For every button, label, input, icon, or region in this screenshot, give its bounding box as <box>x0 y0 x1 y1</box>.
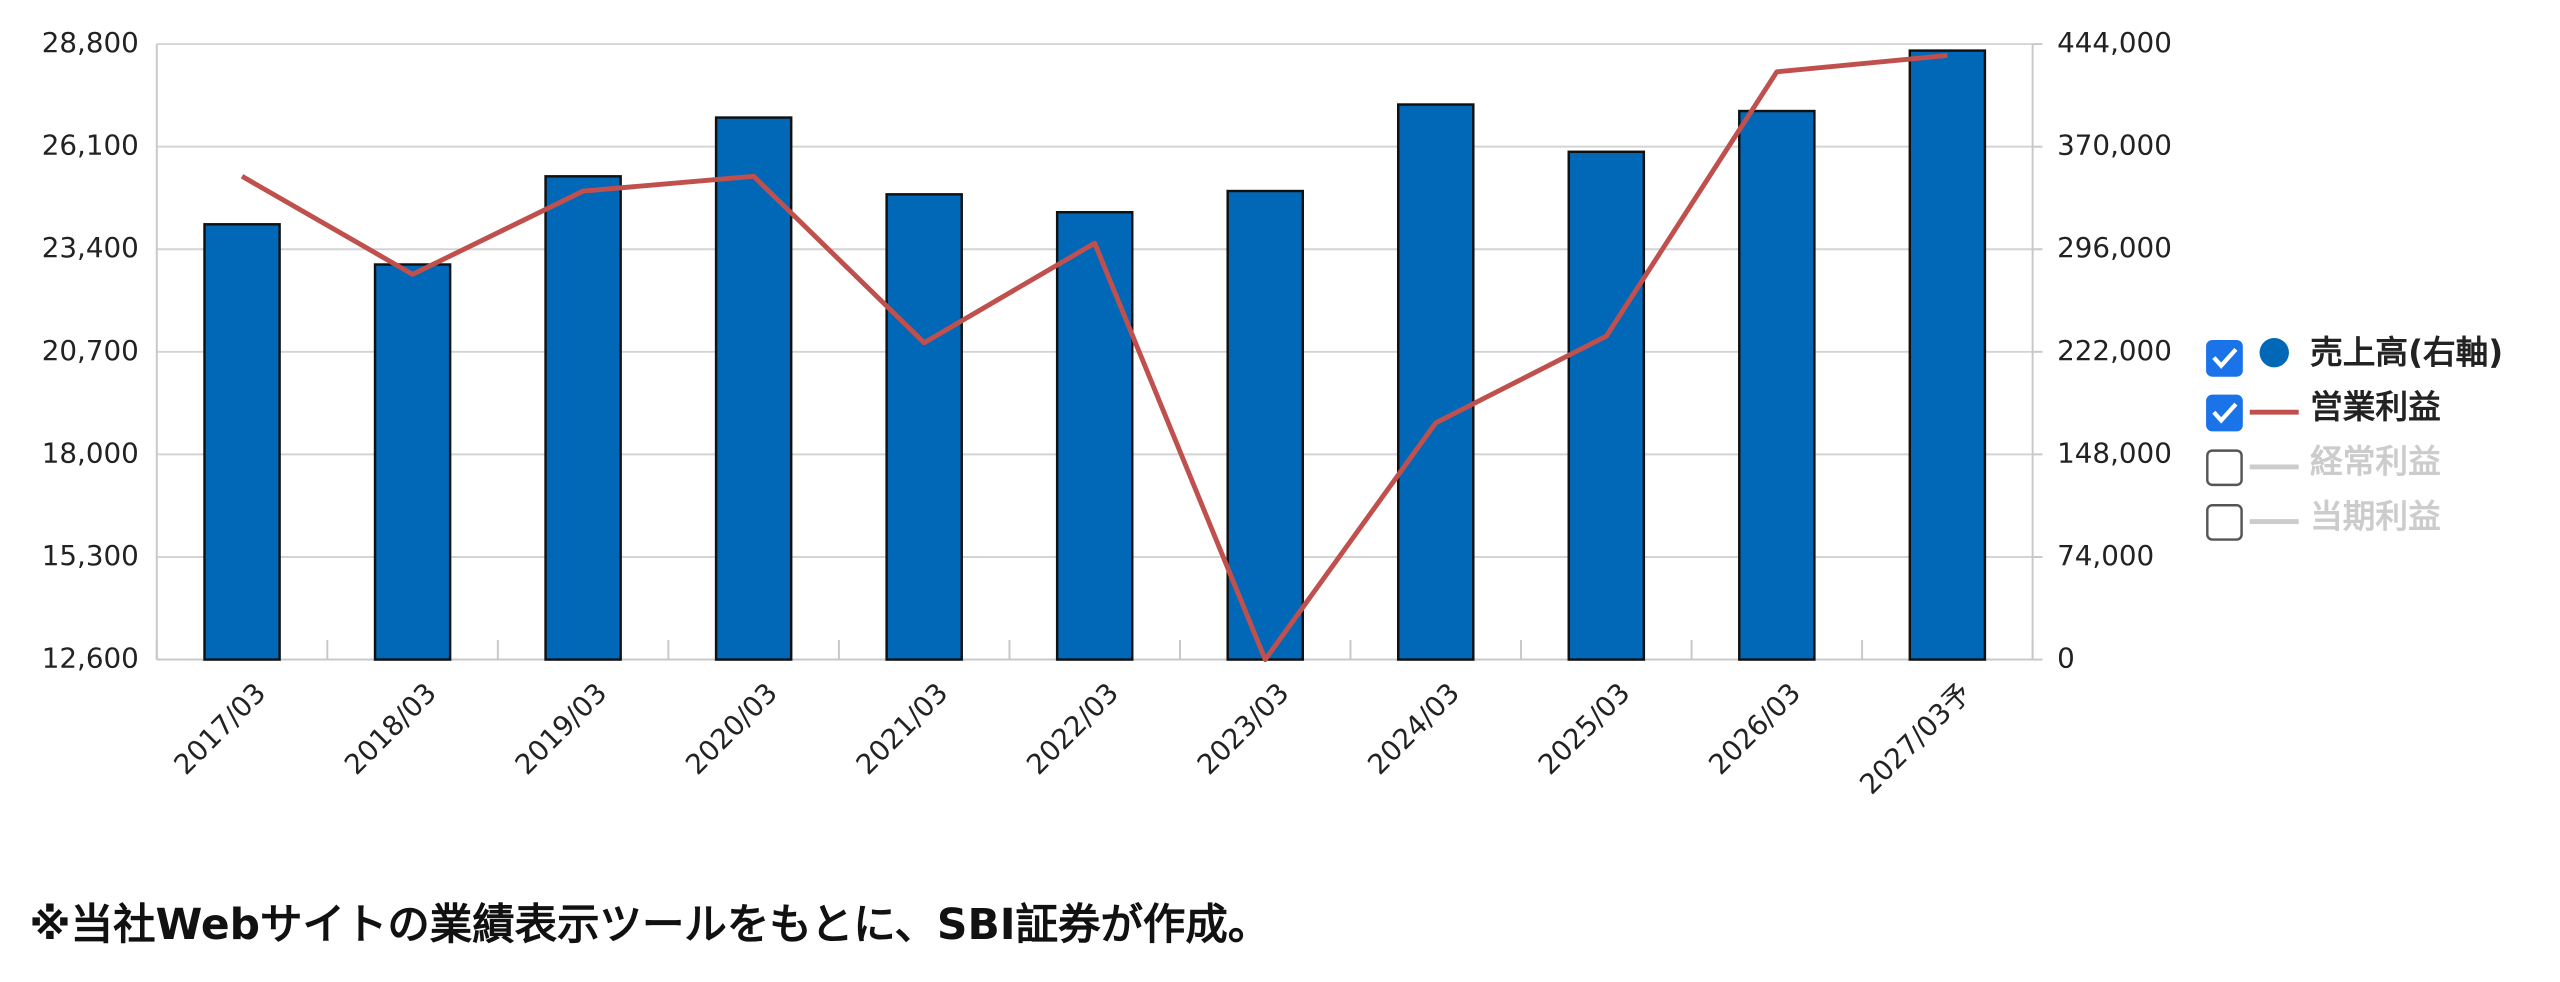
bar <box>1738 109 1816 661</box>
legend-checkbox <box>2206 504 2243 541</box>
y2-tick-label: 370,000 <box>2057 129 2172 162</box>
y-tick-label: 20,700 <box>42 334 139 367</box>
legend-label: 当期利益 <box>2310 497 2441 535</box>
bar <box>1396 103 1475 661</box>
y2-tick-label: 0 <box>2057 642 2075 675</box>
legend-item[interactable]: 営業利益 <box>2206 388 2441 432</box>
y-tick-label: 28,800 <box>42 26 139 59</box>
legend-marker <box>2259 337 2289 368</box>
x-tick-label: 2017/03 <box>167 676 272 781</box>
bar <box>1567 150 1646 661</box>
legend-item[interactable]: 当期利益 <box>2206 497 2441 541</box>
x-tick-label: 2018/03 <box>338 676 443 781</box>
legend-check <box>2212 347 2238 369</box>
x-tick-label: 2025/03 <box>1532 676 1637 781</box>
y-tick-label: 12,600 <box>42 642 139 675</box>
legend-label: 経常利益 <box>2310 443 2441 481</box>
bar <box>885 193 963 661</box>
legend-label: 売上高(右軸) <box>2310 333 2503 371</box>
y-tick-label: 18,000 <box>42 436 139 469</box>
x-tick-label: 2019/03 <box>508 676 613 781</box>
y2-tick-label: 148,000 <box>2057 436 2172 469</box>
x-tick-label: 2022/03 <box>1020 676 1125 781</box>
bar <box>373 263 452 661</box>
y-tick-label: 15,300 <box>42 539 139 572</box>
legend-checkbox <box>2206 449 2243 487</box>
legend-check <box>2212 402 2238 424</box>
footnote: ※当社Webサイトの業績表示ツールをもとに、SBI証券が作成。 <box>29 901 1270 950</box>
legend-label: 営業利益 <box>2310 388 2441 426</box>
x-tick-label: 2023/03 <box>1191 676 1296 781</box>
y2-tick-label: 444,000 <box>2057 26 2172 59</box>
y-tick-label: 23,400 <box>42 231 139 264</box>
line <box>240 53 1948 663</box>
x-tick-label: 2021/03 <box>850 676 955 781</box>
y2-tick-label: 222,000 <box>2057 334 2172 367</box>
bar <box>1908 49 1987 661</box>
x-tick-label: 2024/03 <box>1361 676 1466 781</box>
x-tick-label: 2026/03 <box>1702 676 1807 781</box>
bar <box>714 116 793 661</box>
x-tick-label: 2027/03予 <box>1853 676 1977 800</box>
legend-item[interactable]: 売上高(右軸) <box>2206 333 2503 377</box>
bar <box>203 223 281 661</box>
y2-tick-label: 74,000 <box>2057 539 2154 572</box>
legend-checkbox <box>2206 394 2243 432</box>
bar <box>1055 211 1134 661</box>
y-tick-label: 26,100 <box>42 129 139 162</box>
legend-checkbox <box>2206 339 2243 377</box>
x-tick-label: 2020/03 <box>679 676 784 781</box>
y2-tick-label: 296,000 <box>2057 231 2172 264</box>
bar <box>544 175 622 661</box>
legend-item[interactable]: 経常利益 <box>2206 443 2441 487</box>
